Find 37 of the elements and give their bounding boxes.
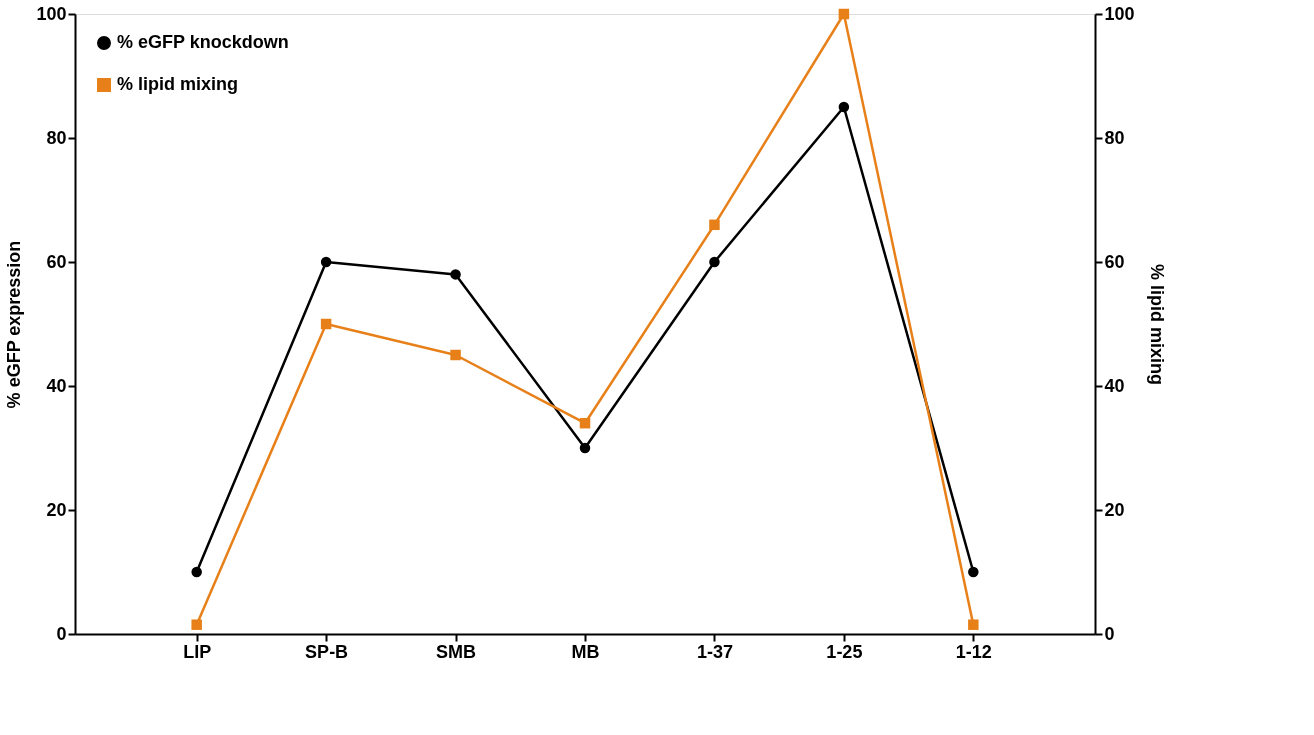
point (709, 256, 720, 268)
legend-label: % eGFP knockdown (117, 32, 289, 52)
y2-tick-label: 80 (1104, 127, 1125, 148)
point (450, 349, 461, 361)
x-tick-label: 1-25 (826, 641, 863, 662)
y2-tick-label: 60 (1104, 251, 1125, 272)
point (320, 318, 332, 330)
x-tick-label: MB (571, 641, 600, 662)
point (191, 566, 202, 578)
x-tick-label: 1-37 (696, 641, 733, 662)
y2-tick-label: 40 (1104, 375, 1125, 396)
y2-tick-label: 0 (1104, 623, 1115, 644)
point (579, 417, 591, 429)
x-tick-label: SMB (436, 641, 477, 662)
y-tick-label: 100 (36, 3, 67, 24)
point (968, 566, 979, 578)
x-tick-label: SP-B (305, 641, 349, 662)
point (709, 219, 720, 231)
legend-label: % lipid mixing (117, 74, 239, 94)
y-tick-label: 80 (46, 127, 67, 148)
point (838, 101, 850, 113)
y-axis-title: % eGFP expression (4, 240, 25, 409)
y2-tick-label: 20 (1104, 499, 1125, 520)
y2-axis-title: % lipid mixing (1146, 263, 1167, 386)
y-tick-label: 40 (46, 375, 67, 396)
x-tick-label: LIP (183, 641, 212, 662)
point (579, 442, 591, 454)
point (838, 8, 850, 20)
point (968, 619, 979, 630)
point (450, 269, 461, 280)
y2-tick-label: 100 (1104, 3, 1135, 24)
point (191, 619, 202, 630)
y-tick-label: 0 (56, 623, 67, 644)
x-tick-label: 1-12 (955, 641, 992, 662)
y-tick-label: 60 (46, 251, 67, 272)
point (320, 256, 332, 268)
y-tick-label: 20 (46, 499, 67, 520)
